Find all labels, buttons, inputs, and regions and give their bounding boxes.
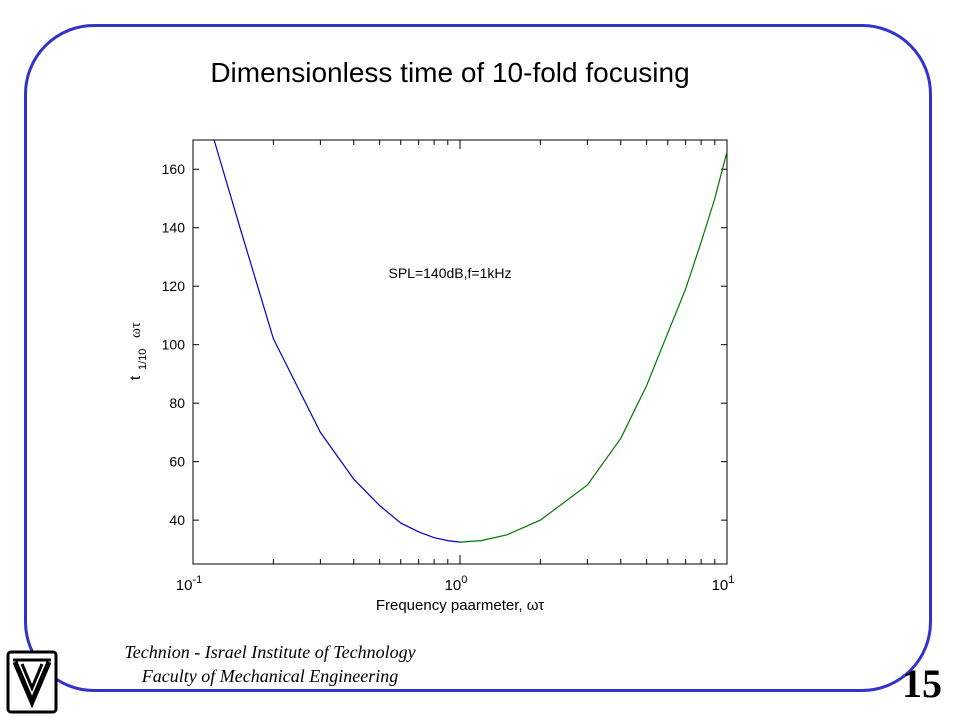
y-tick-label: 140 [162,220,186,236]
y-tick-label: 160 [162,161,186,177]
y-axis-label-sub: 1/10 [137,349,149,370]
technion-logo-icon [6,650,58,719]
slide-frame [24,24,932,692]
series-line-1 [213,139,461,543]
x-axis-label: Frequency paarmeter, ωτ [376,597,544,614]
x-tick-label: 10-1 [176,574,202,594]
series-line-2 [459,151,728,543]
x-tick-label: 101 [712,574,735,594]
plot-area [192,139,728,565]
slide-title: Dimensionless time of 10-fold focusing [210,57,690,88]
page-number: 15 [902,661,942,706]
chart-annotation: SPL=140dB,f=1kHz [389,265,512,281]
y-tick-label: 40 [169,512,185,528]
y-tick-label: 100 [162,337,186,353]
y-axis-label: t 1/10 ωτ [127,322,149,380]
footer-institute: Technion - Israel Institute of Technolog… [124,642,416,662]
x-tick-label: 100 [445,574,468,594]
y-tick-label: 60 [169,454,185,470]
footer-faculty: Faculty of Mechanical Engineering [141,666,399,686]
y-axis-label-suffix: ωτ [128,322,144,338]
y-tick-label: 80 [169,395,185,411]
y-tick-label: 120 [162,278,186,294]
y-axis-label-main: t [127,375,144,380]
